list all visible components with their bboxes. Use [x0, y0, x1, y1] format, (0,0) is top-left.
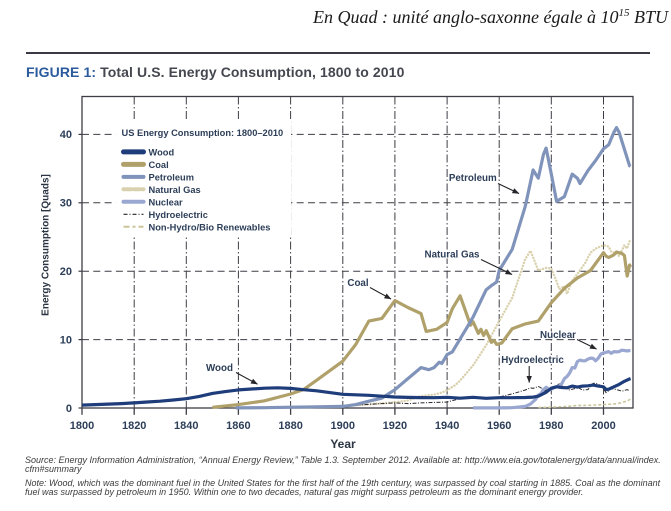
svg-text:0: 0 — [66, 403, 72, 415]
svg-text:Hydroelectric: Hydroelectric — [501, 355, 564, 366]
svg-text:1840: 1840 — [174, 420, 198, 432]
svg-text:Hydroelectric: Hydroelectric — [149, 210, 208, 220]
svg-text:Nuclear: Nuclear — [540, 330, 576, 341]
svg-text:30: 30 — [60, 198, 72, 210]
svg-text:Nuclear: Nuclear — [149, 198, 183, 208]
svg-text:Natural Gas: Natural Gas — [425, 250, 481, 261]
svg-text:US Energy Consumption: 1800–20: US Energy Consumption: 1800–2010 — [122, 128, 284, 138]
svg-text:Year: Year — [330, 437, 356, 451]
svg-text:1880: 1880 — [278, 420, 302, 432]
svg-text:1820: 1820 — [122, 420, 146, 432]
svg-text:Coal: Coal — [149, 160, 169, 170]
svg-text:Natural Gas: Natural Gas — [149, 185, 201, 195]
svg-text:1860: 1860 — [226, 420, 250, 432]
svg-text:1980: 1980 — [539, 420, 563, 432]
svg-text:Non-Hydro/Bio Renewables: Non-Hydro/Bio Renewables — [149, 223, 271, 233]
svg-text:10: 10 — [60, 334, 72, 346]
svg-text:Wood: Wood — [149, 148, 175, 158]
svg-text:1800: 1800 — [70, 420, 94, 432]
svg-text:20: 20 — [60, 266, 72, 278]
svg-text:1900: 1900 — [331, 420, 355, 432]
svg-text:Wood: Wood — [206, 363, 233, 374]
svg-text:1920: 1920 — [383, 420, 407, 432]
svg-text:2000: 2000 — [591, 420, 615, 432]
svg-text:40: 40 — [60, 129, 72, 141]
svg-text:Petroleum: Petroleum — [149, 173, 194, 183]
svg-text:Petroleum: Petroleum — [449, 173, 497, 184]
svg-text:1960: 1960 — [487, 420, 511, 432]
svg-text:Coal: Coal — [347, 278, 369, 289]
svg-text:Energy Consumption [Quads]: Energy Consumption [Quads] — [41, 174, 52, 316]
svg-text:1940: 1940 — [435, 420, 459, 432]
